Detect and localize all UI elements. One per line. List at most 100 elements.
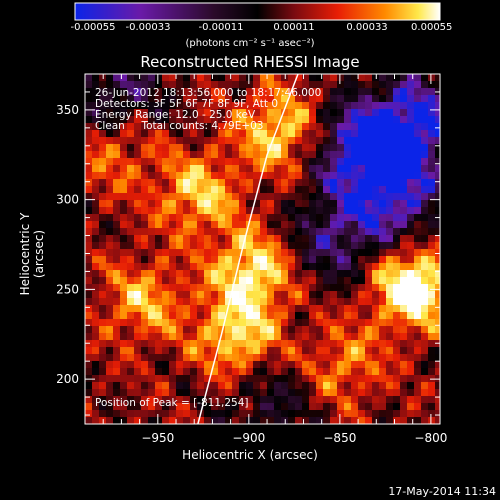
heatmap-cell	[295, 333, 303, 341]
heatmap-cell	[365, 305, 373, 313]
heatmap-cell	[239, 410, 247, 418]
heatmap-cell	[400, 214, 408, 222]
heatmap-cell	[274, 333, 282, 341]
heatmap-cell	[127, 340, 135, 348]
heatmap-cell	[365, 186, 373, 194]
heatmap-cell	[316, 319, 324, 327]
heatmap-cell	[106, 396, 114, 404]
heatmap-cell	[295, 151, 303, 159]
heatmap-cell	[155, 228, 163, 236]
heatmap-cell	[148, 123, 156, 131]
heatmap-cell	[351, 375, 359, 383]
heatmap-cell	[260, 284, 268, 292]
heatmap-cell	[393, 130, 401, 138]
heatmap-cell	[372, 270, 380, 278]
heatmap-cell	[330, 74, 338, 82]
heatmap-cell	[176, 186, 184, 194]
heatmap-cell	[141, 270, 149, 278]
heatmap-cell	[365, 102, 373, 110]
heatmap-cell	[183, 277, 191, 285]
heatmap-cell	[253, 312, 261, 320]
heatmap-cell	[211, 396, 219, 404]
heatmap-cell	[148, 151, 156, 159]
heatmap-cell	[414, 158, 422, 166]
heatmap-cell	[358, 298, 366, 306]
heatmap-cell	[176, 389, 184, 397]
heatmap-cell	[148, 277, 156, 285]
heatmap-cell	[323, 221, 331, 229]
heatmap-cell	[302, 312, 310, 320]
heatmap-cell	[120, 81, 128, 89]
heatmap-cell	[85, 123, 93, 131]
heatmap-cell	[190, 354, 198, 362]
heatmap-cell	[414, 95, 422, 103]
heatmap-cell	[120, 179, 128, 187]
heatmap-cell	[113, 284, 121, 292]
heatmap-cell	[134, 137, 142, 145]
heatmap-cell	[176, 116, 184, 124]
heatmap-cell	[386, 179, 394, 187]
heatmap-cell	[365, 172, 373, 180]
heatmap-cell	[386, 151, 394, 159]
heatmap-cell	[344, 242, 352, 250]
heatmap-cell	[218, 312, 226, 320]
heatmap-cell	[323, 382, 331, 390]
heatmap-cell	[407, 102, 415, 110]
heatmap-cell	[344, 74, 352, 82]
heatmap-cell	[295, 305, 303, 313]
heatmap-cell	[183, 361, 191, 369]
heatmap-cell	[435, 361, 440, 369]
heatmap-cell	[316, 382, 324, 390]
heatmap-cell	[295, 347, 303, 355]
heatmap-cell	[162, 116, 170, 124]
heatmap-cell	[218, 305, 226, 313]
heatmap-cell	[344, 221, 352, 229]
heatmap-cell	[281, 368, 289, 376]
heatmap-cell	[134, 74, 142, 82]
heatmap-cell	[400, 347, 408, 355]
heatmap-cell	[428, 298, 436, 306]
heatmap-cell	[323, 284, 331, 292]
heatmap-cell	[148, 95, 156, 103]
heatmap-cell	[316, 207, 324, 215]
heatmap-cell	[393, 88, 401, 96]
heatmap-cell	[428, 340, 436, 348]
heatmap-cell	[386, 144, 394, 152]
heatmap-cell	[141, 284, 149, 292]
heatmap-cell	[260, 347, 268, 355]
heatmap-cell	[302, 256, 310, 264]
heatmap-cell	[190, 165, 198, 173]
heatmap-cell	[239, 396, 247, 404]
heatmap-cell	[155, 88, 163, 96]
heatmap-cell	[316, 326, 324, 334]
heatmap-cell	[267, 235, 275, 243]
heatmap-cell	[393, 270, 401, 278]
heatmap-cell	[407, 417, 415, 424]
heatmap-cell	[421, 263, 429, 271]
heatmap-cell	[386, 417, 394, 424]
heatmap-cell	[106, 74, 114, 82]
heatmap-cell	[344, 389, 352, 397]
heatmap-cell	[148, 347, 156, 355]
heatmap-cell	[204, 123, 212, 131]
heatmap-cell	[351, 144, 359, 152]
heatmap-cell	[183, 368, 191, 376]
heatmap-cell	[274, 417, 282, 424]
heatmap-cell	[316, 193, 324, 201]
heatmap-cell	[288, 389, 296, 397]
heatmap-cell	[379, 249, 387, 257]
heatmap-cell	[239, 144, 247, 152]
heatmap-cell	[358, 249, 366, 257]
heatmap-cell	[85, 116, 93, 124]
heatmap-cell	[190, 193, 198, 201]
heatmap-cell	[85, 270, 93, 278]
heatmap-cell	[148, 137, 156, 145]
heatmap-cell	[211, 74, 219, 82]
heatmap-cell	[302, 249, 310, 257]
heatmap-cell	[393, 298, 401, 306]
heatmap-cell	[407, 340, 415, 348]
colorbar-tick-label: -0.00011	[198, 22, 244, 33]
heatmap-cell	[330, 130, 338, 138]
heatmap-cell	[260, 305, 268, 313]
heatmap-cell	[295, 319, 303, 327]
